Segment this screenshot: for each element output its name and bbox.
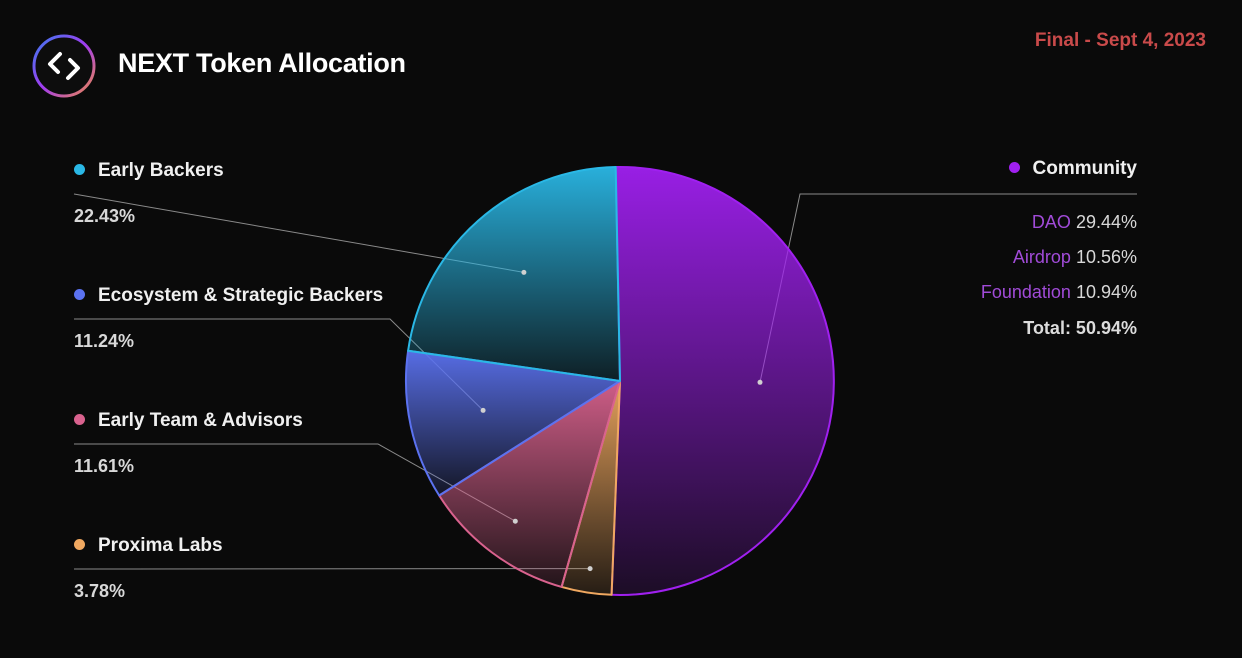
sub-value: 10.94% bbox=[1075, 282, 1137, 302]
sub-name: Foundation bbox=[980, 282, 1071, 302]
community-sub-airdrop: Airdrop 10.56% bbox=[1013, 247, 1137, 268]
legend-item-early-team: Early Team & Advisors 11.61% bbox=[74, 410, 303, 476]
legend-dot bbox=[74, 289, 85, 301]
sub-value: 29.44% bbox=[1075, 212, 1137, 232]
community-sub-foundation: Foundation 10.94% bbox=[981, 282, 1137, 303]
legend-dot bbox=[74, 164, 85, 176]
legend-label: Community bbox=[1032, 158, 1138, 179]
legend-item-ecosystem: Ecosystem & Strategic Backers 11.24% bbox=[74, 285, 384, 351]
pie-slice-early-backers bbox=[407, 166, 621, 382]
legend-right: Community DAO 29.44% Airdrop 10.56% Foun… bbox=[981, 158, 1138, 338]
sub-value: 10.56% bbox=[1075, 247, 1137, 267]
community-total: Total: 50.94% bbox=[1023, 318, 1137, 338]
leader-dot bbox=[521, 269, 527, 275]
legend-label: Early Backers bbox=[98, 160, 224, 181]
leader-dot bbox=[512, 518, 518, 524]
legend-dot bbox=[74, 539, 85, 551]
legend-value: 22.43% bbox=[74, 206, 136, 226]
legend-value: 11.61% bbox=[74, 456, 135, 476]
legend-item-proxima-labs: Proxima Labs 3.78% bbox=[74, 535, 223, 601]
legend-item-early-backers: Early Backers 22.43% bbox=[74, 160, 224, 226]
leader-dot bbox=[757, 379, 763, 385]
community-sub-dao: DAO 29.44% bbox=[1032, 212, 1137, 233]
legend-label: Ecosystem & Strategic Backers bbox=[98, 285, 384, 306]
sub-name: Airdrop bbox=[1012, 247, 1071, 267]
legend-label: Early Team & Advisors bbox=[98, 410, 303, 431]
legend-dot bbox=[74, 414, 85, 426]
connext-logo-icon bbox=[32, 34, 96, 98]
leader-dot bbox=[587, 566, 593, 572]
pie-slice-community bbox=[610, 165, 835, 596]
legend-value: 11.24% bbox=[74, 331, 135, 351]
legend-label: Proxima Labs bbox=[98, 535, 223, 556]
sub-name: DAO bbox=[1031, 212, 1071, 232]
legend-dot bbox=[1008, 162, 1020, 174]
legend-item-community: Community bbox=[1008, 158, 1138, 180]
legend-value: 3.78% bbox=[74, 581, 126, 601]
page-title: NEXT Token Allocation bbox=[118, 48, 406, 78]
leader-dot bbox=[480, 407, 486, 413]
pie-slice-ecosystem-strategic-backers bbox=[405, 349, 621, 497]
pie-slice-early-team-advisors bbox=[438, 380, 621, 588]
date-label: Final - Sept 4, 2023 bbox=[1034, 30, 1206, 51]
